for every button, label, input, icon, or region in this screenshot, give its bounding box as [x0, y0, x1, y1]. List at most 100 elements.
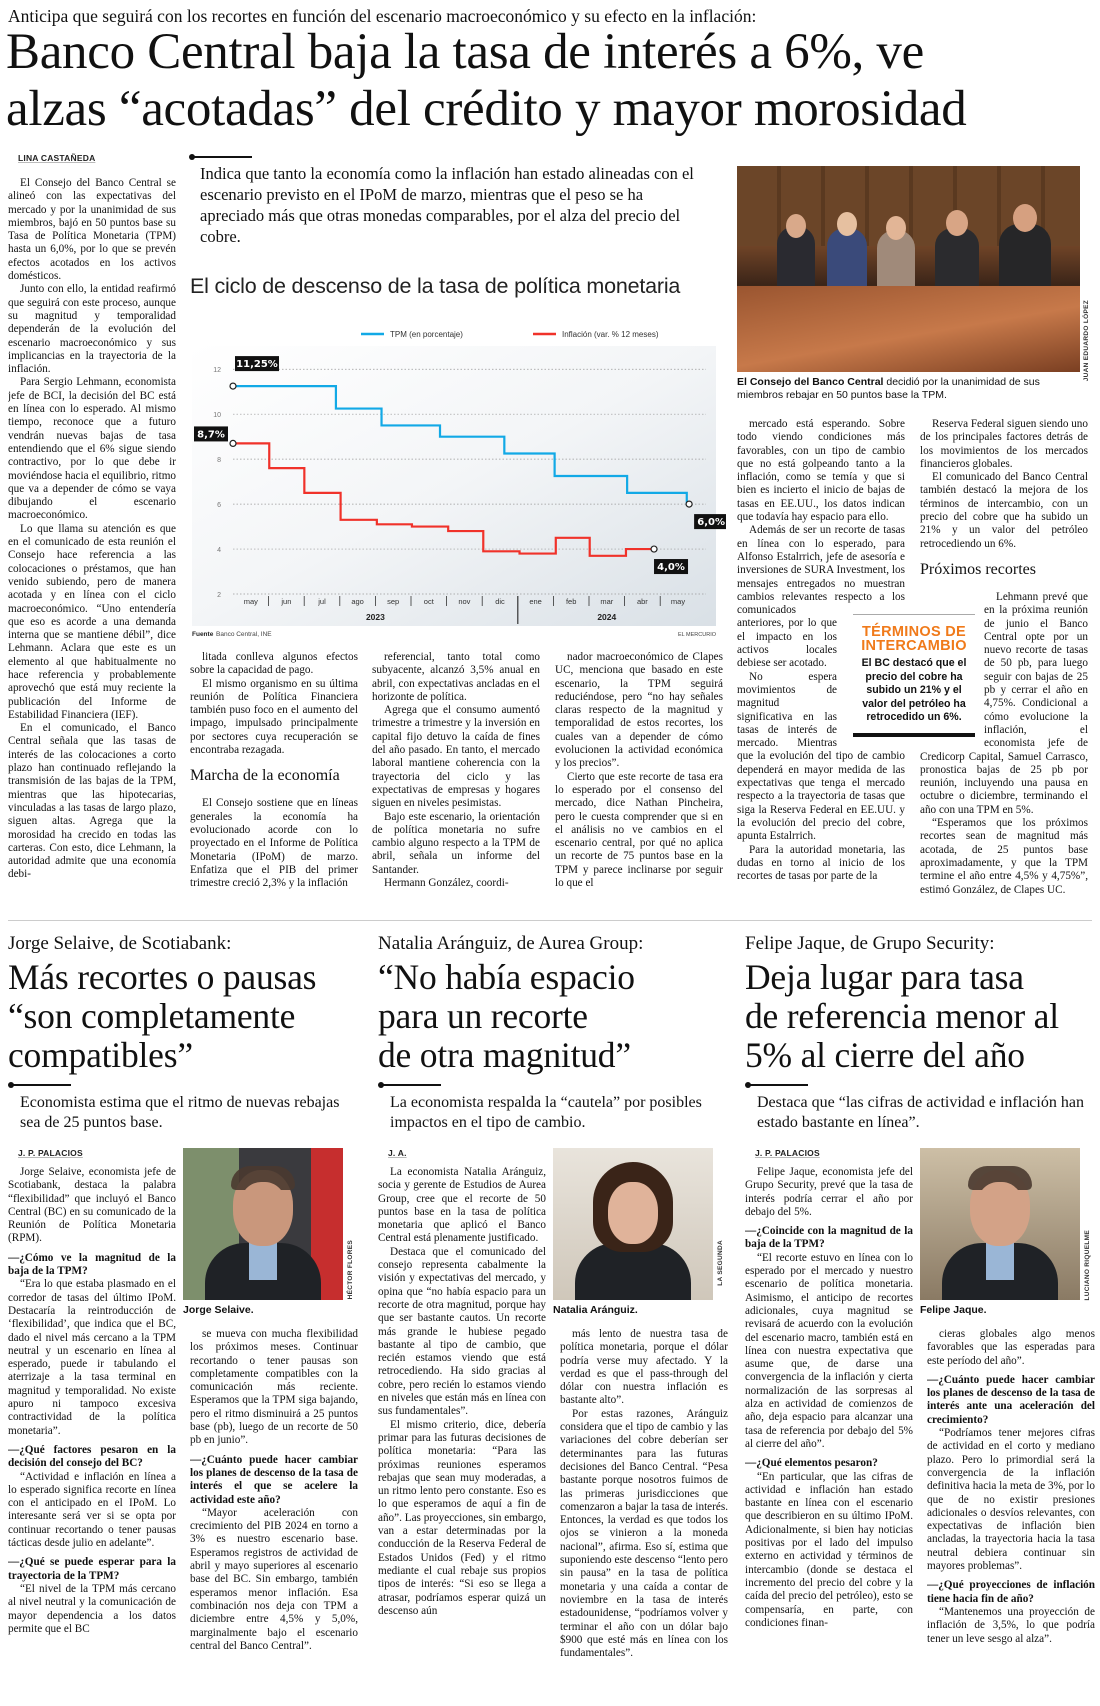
x-tick-label: may [671, 597, 685, 606]
value-callout [235, 356, 279, 372]
article-headline: Deja lugar para tasa de referencia menor… [745, 958, 1059, 1075]
divider [8, 1082, 71, 1088]
sidebar-title: TÉRMINOS DE INTERCAMBIO [861, 624, 967, 654]
paragraph: Bajo este escenario, la orientación de p… [372, 810, 540, 876]
legend-label: TPM (en porcentaje) [390, 330, 463, 339]
portrait-photo [553, 1148, 713, 1300]
interview-question: —¿Qué factores pesaron en la decisión de… [8, 1443, 176, 1470]
paragraph: El mismo criterio, dice, debería primar … [378, 1418, 546, 1617]
x-tick-label: jul [317, 597, 326, 606]
x-tick-label: ene [529, 597, 542, 606]
photo-caption: El Consejo del Banco Central decidió por… [737, 376, 1087, 402]
section-divider [8, 920, 1092, 921]
paragraph: El Consejo sostiene que en líneas genera… [190, 797, 358, 890]
photo-caption: Jorge Selaive. [183, 1304, 254, 1316]
article-headline: Más recortes o pausas “son completamente… [8, 957, 317, 1075]
paragraph: Para la autoridad monetaria, las dudas e… [737, 843, 905, 883]
headline-line: “son completamente [8, 996, 296, 1036]
x-tick-label: jun [280, 597, 291, 606]
divider [378, 1082, 441, 1088]
article-column: Reserva Federal siguen siendo uno de los… [920, 418, 1088, 905]
article-column: cieras globales algo menos favorables qu… [927, 1328, 1095, 1700]
paragraph: litada conlleva algunos efectos sobre la… [190, 651, 358, 677]
paragraph: “El recorte estuvo en línea con lo esper… [745, 1251, 913, 1450]
interview-question: —¿Qué se puede esperar para la trayector… [8, 1556, 176, 1582]
headline-line: para un recorte [378, 996, 588, 1036]
y-tick-label: 10 [213, 412, 221, 419]
article-column: litada conlleva algunos efectos sobre la… [190, 651, 358, 905]
value-callout [194, 426, 228, 442]
article-column: La economista Natalia Aránguiz, socia y … [378, 1166, 546, 1700]
paragraph: No espera movimientos de magnitud signif… [737, 670, 905, 843]
photo-credit: LUCIANO RIQUELME [1084, 1230, 1091, 1301]
article-kicker: Natalia Aránguiz, de Aurea Group: [378, 933, 644, 954]
x-tick-label: ago [351, 597, 364, 606]
article-deck: Destaca que “las cifras de actividad e i… [757, 1094, 1084, 1131]
paragraph: “Mayor aceleración con crecimiento del P… [190, 1506, 358, 1652]
start-marker [229, 382, 237, 390]
headline-line: de otra magnitud” [378, 1035, 631, 1075]
paragraph: se mueva con mucha flexibilidad los próx… [190, 1328, 358, 1447]
paragraph: Hermann González, coordi- [384, 877, 509, 890]
source-label: Fuente [192, 631, 214, 638]
paragraph: “Actividad e inflación en línea a lo esp… [8, 1470, 176, 1550]
article-column: más lento de nuestra tasa de política mo… [560, 1328, 728, 1700]
value-callout [694, 514, 726, 530]
x-tick-label: dic [495, 597, 505, 606]
paragraph: más lento de nuestra tasa de política mo… [560, 1328, 728, 1407]
series-line [233, 384, 690, 506]
paragraph: Jorge Selaive, economista jefe de Scotia… [8, 1166, 176, 1245]
interview-question: —¿Qué elementos pesaron? [745, 1457, 878, 1470]
paragraph: Junto con ello, la entidad reafirmó que … [8, 283, 176, 376]
end-marker [650, 545, 658, 553]
start-marker [229, 439, 237, 448]
paragraph: El comunicado del Banco Central también … [920, 471, 1088, 550]
divider [189, 154, 252, 160]
paragraph: Felipe Jaque, economista jefe del Grupo … [745, 1166, 913, 1218]
paragraph: mercado está esperando. Sobre todo viend… [737, 418, 905, 524]
headline-line: Deja lugar para tasa [745, 957, 1024, 997]
paragraph: Destaca que el comunicado del consejo re… [378, 1245, 546, 1418]
y-tick-label: 4 [217, 547, 221, 554]
article-column: referencial, tanto total como subyacente… [372, 651, 540, 905]
paragraph: El mismo organismo en su última reunión … [190, 677, 358, 757]
subheading: Próximos recortes [920, 560, 1036, 578]
year-label: 2024 [597, 612, 616, 622]
value-callout-label: 4,0% [657, 562, 685, 573]
x-tick-label: oct [424, 597, 435, 606]
paragraph: Lo que llama su atención es que en el co… [8, 522, 176, 721]
headline: Banco Central baja la tasa de interés a … [6, 24, 967, 138]
paragraph: cieras globales algo menos favorables qu… [927, 1328, 1095, 1367]
divider [745, 1082, 808, 1088]
paragraph: Además de ser un recorte de tasas en lín… [737, 524, 905, 670]
photo-credit: JUAN EDUARDO LÓPEZ [1083, 300, 1090, 382]
headline-line: “No había espacio [378, 957, 635, 997]
byline: LINA CASTAÑEDA [18, 153, 96, 163]
paragraph: Para Sergio Lehmann, economista jefe de … [8, 376, 176, 522]
paragraph: nador macroeconómico de Clapes UC, menci… [555, 651, 723, 770]
paragraph: “Esperamos que los próximos recortes sea… [920, 817, 1088, 896]
article-kicker: Felipe Jaque, de Grupo Security: [745, 933, 995, 954]
article-kicker: Jorge Selaive, de Scotiabank: [8, 933, 232, 954]
paragraph: Por estas razones, Aránguiz considera qu… [560, 1407, 728, 1660]
paragraph: referencial, tanto total como subyacente… [372, 651, 540, 703]
paragraph: “Podríamos tener mejores cifras de activ… [927, 1427, 1095, 1573]
interview-question: —¿Coincide con la magnitud de la baja de… [745, 1225, 913, 1251]
x-tick-label: sep [387, 597, 399, 606]
chart-title: El ciclo de descenso de la tasa de polít… [190, 274, 681, 298]
interview-question: —¿Cuánto puede hacer cambiar los planes … [190, 1453, 358, 1506]
headline-line: Más recortes o pausas [8, 957, 317, 997]
x-tick-label: mar [600, 597, 613, 606]
photo-credit: LA SEGUNDA [717, 1240, 724, 1286]
paragraph: Lehmann prevé que en la próxima reunión … [920, 590, 1088, 816]
headline-line: Banco Central baja la tasa de interés a … [6, 24, 924, 80]
paragraph: El Consejo del Banco Central se alineó c… [8, 177, 176, 283]
article-headline: “No había espacio para un recorte de otr… [378, 958, 635, 1075]
x-tick-label: nov [458, 597, 470, 606]
byline: J. A. [388, 1148, 407, 1158]
interview-question: —¿Qué proyecciones de inflación tiene ha… [927, 1579, 1095, 1605]
value-callout-label: 6,0% [697, 517, 725, 528]
y-tick-label: 8 [217, 457, 221, 464]
paragraph: Reserva Federal siguen siendo uno de los… [920, 418, 1088, 470]
portrait-photo [183, 1148, 343, 1300]
